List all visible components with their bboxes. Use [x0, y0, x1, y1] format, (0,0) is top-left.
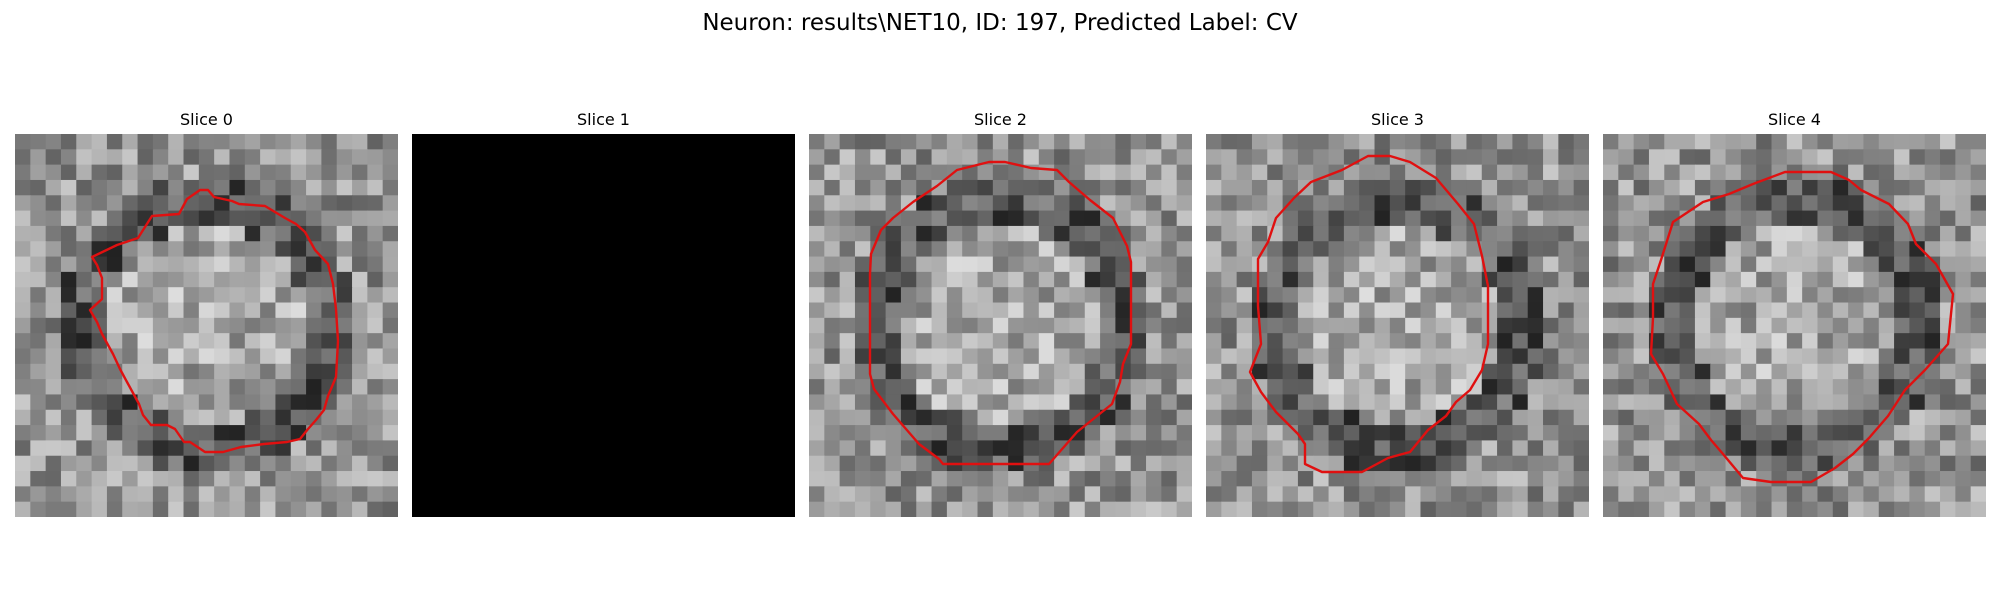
- slice-title-1: Slice 1: [412, 108, 795, 132]
- slice-3-pixel-grid: [1206, 134, 1589, 517]
- slice-4-pixel-grid: [1603, 134, 1986, 517]
- slice-panel-2: Slice 2: [809, 108, 1192, 520]
- slice-title-4: Slice 4: [1603, 108, 1986, 132]
- slice-panel-0: Slice 0: [15, 108, 398, 520]
- slice-panel-1: Slice 1: [412, 108, 795, 520]
- slice-title-3: Slice 3: [1206, 108, 1589, 132]
- slice-panel-4: Slice 4: [1603, 108, 1986, 520]
- slice-1-blank-fill: [412, 134, 795, 517]
- slice-1-pixel-grid: [412, 134, 795, 517]
- slice-image-0: [15, 134, 398, 517]
- slice-image-1: [412, 134, 795, 517]
- slice-0-pixel-grid: [15, 134, 398, 517]
- slice-title-0: Slice 0: [15, 108, 398, 132]
- slice-title-2: Slice 2: [809, 108, 1192, 132]
- slice-image-3: [1206, 134, 1589, 517]
- slice-2-pixel-grid: [809, 134, 1192, 517]
- slice-image-2: [809, 134, 1192, 517]
- slice-image-4: [1603, 134, 1986, 517]
- slice-panel-3: Slice 3: [1206, 108, 1589, 520]
- figure-title: Neuron: results\NET10, ID: 197, Predicte…: [0, 8, 2000, 38]
